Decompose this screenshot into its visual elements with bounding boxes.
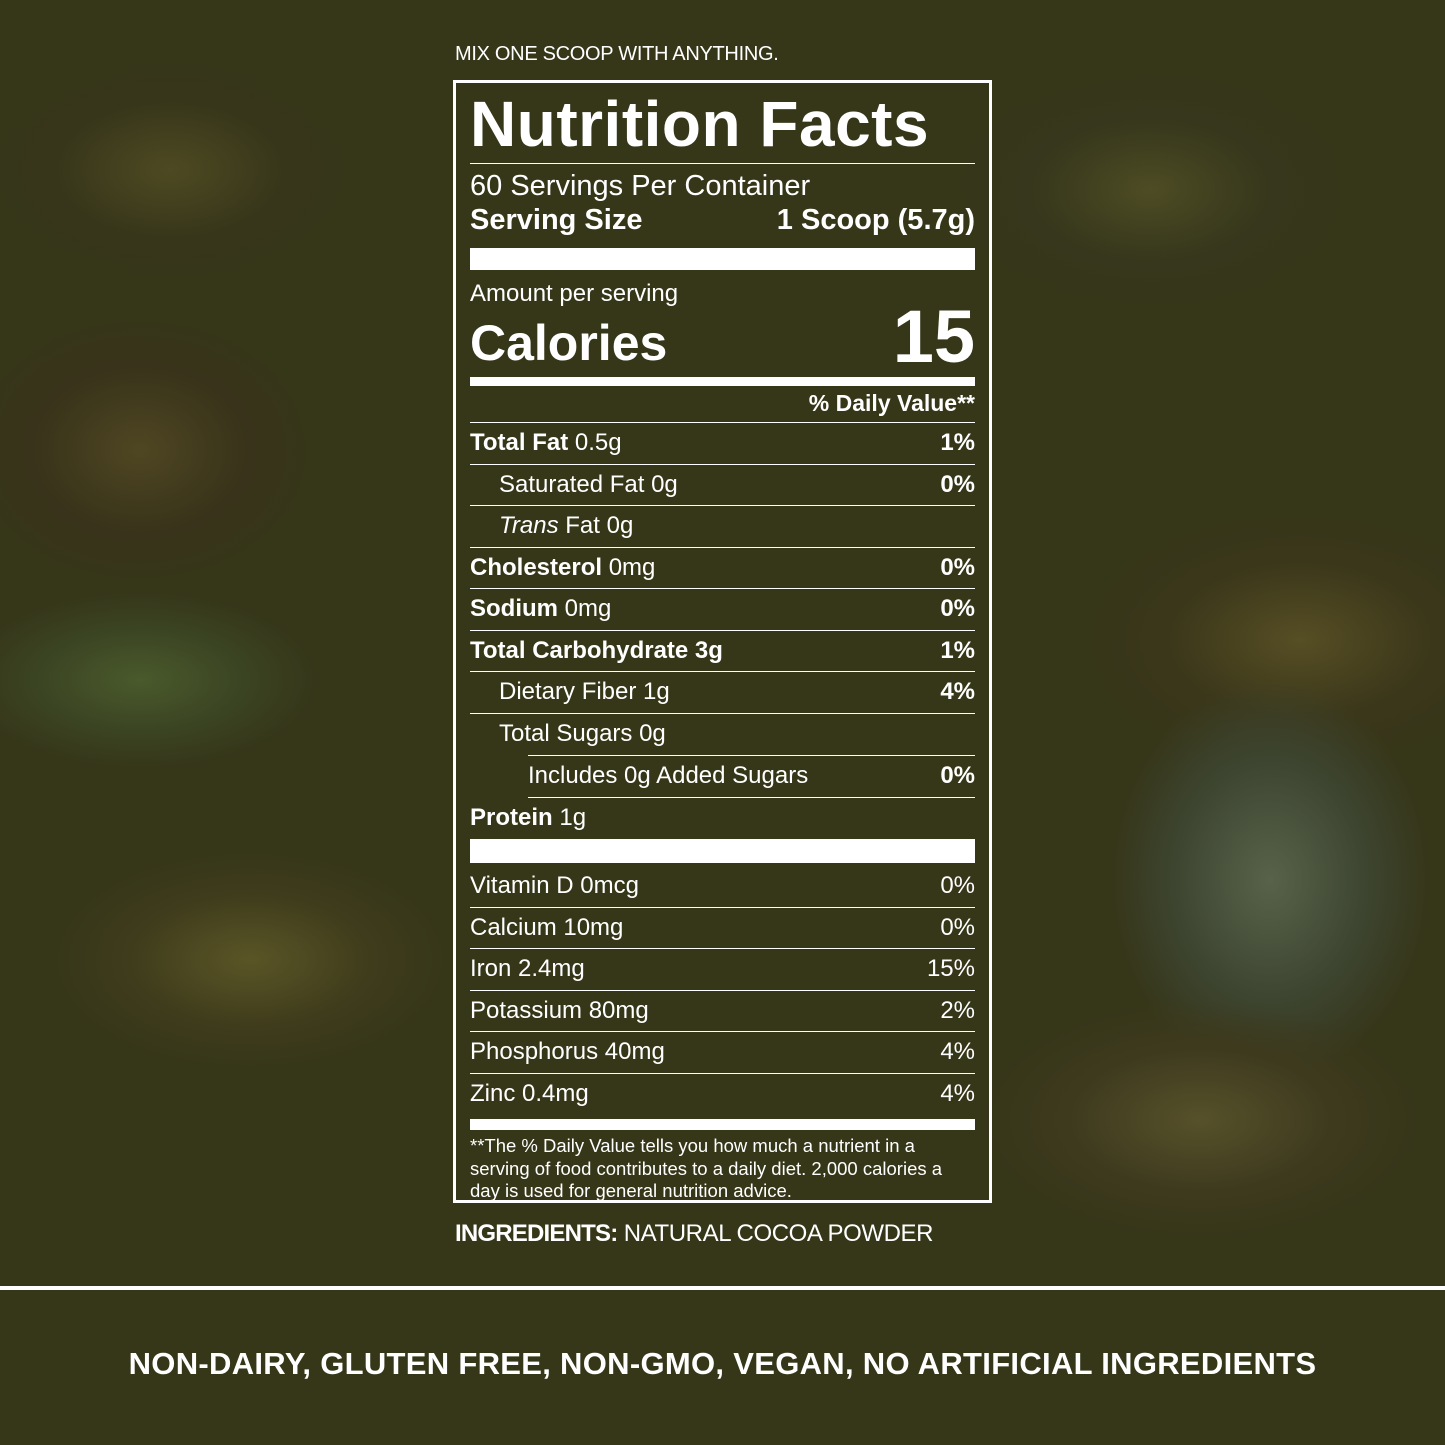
vitamin-row: Calcium 10mg 0% xyxy=(470,908,975,949)
nutrient-dv: 1% xyxy=(940,429,975,457)
vitamin-dv: 4% xyxy=(940,1080,975,1108)
nutrient-row: Saturated Fat 0g 0% xyxy=(470,465,975,506)
nutrient-name: Trans xyxy=(499,512,559,540)
vitamin-dv: 15% xyxy=(926,955,975,983)
nutrient-dv: 4% xyxy=(940,678,975,706)
vitamin-name: Iron 2.4mg xyxy=(470,955,585,983)
vitamin-name: Vitamin D 0mcg xyxy=(470,872,639,900)
nutrient-row: Total Carbohydrate 3g 1% xyxy=(470,631,975,672)
nutrient-row: Total Sugars 0g xyxy=(470,714,975,756)
thick-bar xyxy=(470,839,975,863)
nutrient-name: Protein xyxy=(470,804,553,832)
nutrient-row: Dietary Fiber 1g 4% xyxy=(470,672,975,714)
medium-bar xyxy=(470,377,975,386)
vitamin-name: Zinc 0.4mg xyxy=(470,1080,589,1108)
vitamin-name: Phosphorus 40mg xyxy=(470,1038,665,1066)
nutrient-name: Total Sugars 0g xyxy=(499,720,666,748)
nutrient-row: Sodium 0mg 0% xyxy=(470,589,975,631)
divider xyxy=(0,1286,1445,1290)
nutrient-row: Total Fat 0.5g 1% xyxy=(470,423,975,465)
nutrient-name: Total Fat xyxy=(470,429,569,457)
vitamin-dv: 4% xyxy=(940,1038,975,1066)
nutrient-row: Cholesterol 0mg 0% xyxy=(470,548,975,589)
nutrient-amount: 0mg xyxy=(564,595,612,623)
nutrient-label: Total Fat 0.5g xyxy=(470,429,622,457)
ingredients-value: NATURAL COCOA POWDER xyxy=(623,1220,934,1247)
ingredients-label: INGREDIENTS: xyxy=(455,1220,618,1247)
vitamin-row: Vitamin D 0mcg 0% xyxy=(470,866,975,908)
nutrient-amount: 1g xyxy=(559,804,587,832)
nutrient-name: Saturated Fat 0g xyxy=(499,470,678,498)
panel-title: Nutrition Facts xyxy=(470,88,930,160)
nutrient-label: Total Sugars 0g xyxy=(499,720,666,748)
nutrient-dv: 0% xyxy=(940,553,975,581)
tagline: MIX ONE SCOOP WITH ANYTHING. xyxy=(455,43,779,65)
vitamin-dv: 2% xyxy=(940,996,975,1024)
daily-value-header: % Daily Value** xyxy=(470,386,975,423)
divider xyxy=(470,163,975,164)
vitamin-dv: 0% xyxy=(940,872,975,900)
nutrient-name: Cholesterol xyxy=(470,553,603,581)
nutrition-facts-panel: Nutrition Facts 60 Servings Per Containe… xyxy=(453,80,992,1203)
vitamin-name: Calcium 10mg xyxy=(470,913,624,941)
calories-label: Calories xyxy=(470,315,668,371)
nutrient-label: Saturated Fat 0g xyxy=(499,471,678,499)
serving-size-value: 1 Scoop (5.7g) xyxy=(776,204,975,236)
nutrient-name: Sodium xyxy=(470,595,558,623)
nutrient-amount: 0.5g xyxy=(574,429,622,457)
nutrient-label: Cholesterol 0mg xyxy=(470,554,655,582)
nutrient-amount: Fat 0g xyxy=(565,512,634,540)
nutrient-label: Dietary Fiber 1g xyxy=(499,678,670,706)
vitamin-list: Vitamin D 0mcg 0% Calcium 10mg 0% Iron 2.4mg… xyxy=(470,866,975,1115)
nutrient-amount: 0mg xyxy=(608,553,656,581)
nutrient-row: Trans Fat 0g xyxy=(470,506,975,548)
nutrient-name: Dietary Fiber 1g xyxy=(499,678,670,706)
vitamin-name: Potassium 80mg xyxy=(470,996,649,1024)
vitamin-row: Iron 2.4mg 15% xyxy=(470,949,975,991)
vitamin-row: Phosphorus 40mg 4% xyxy=(470,1032,975,1074)
product-claims: NON-DAIRY, GLUTEN FREE, NON-GMO, VEGAN, … xyxy=(128,1346,1317,1381)
nutrient-dv: 0% xyxy=(940,762,975,790)
nutrient-dv: 1% xyxy=(940,636,975,664)
nutrient-label: Includes 0g Added Sugars xyxy=(528,762,808,790)
nutrient-row: Includes 0g Added Sugars 0% xyxy=(528,756,975,798)
nutrient-label: Protein 1g xyxy=(470,804,586,832)
thick-bar xyxy=(470,248,975,270)
vitamin-row: Zinc 0.4mg 4% xyxy=(470,1074,975,1116)
divider xyxy=(528,755,975,756)
nutrient-label: Sodium 0mg xyxy=(470,595,611,623)
nutrient-name: Includes 0g Added Sugars xyxy=(528,762,809,790)
ingredients: INGREDIENTS: NATURAL COCOA POWDER xyxy=(455,1220,933,1248)
calories-value: 15 xyxy=(892,295,975,378)
amount-per-serving: Amount per serving xyxy=(470,280,679,307)
nutrient-label: Total Carbohydrate 3g xyxy=(470,637,723,665)
footnote: **The % Daily Value tells you how much a… xyxy=(470,1135,943,1201)
medium-bar xyxy=(470,1119,975,1130)
nutrient-label: Trans Fat 0g xyxy=(499,512,633,540)
vitamin-row: Potassium 80mg 2% xyxy=(470,991,975,1032)
nutrient-name: Total Carbohydrate 3g xyxy=(470,636,723,664)
servings-per-container: 60 Servings Per Container xyxy=(470,170,811,202)
nutrient-dv: 0% xyxy=(940,470,975,498)
nutrient-list: Total Fat 0.5g 1% Saturated Fat 0g 0% Trans… xyxy=(470,423,975,839)
vitamin-dv: 0% xyxy=(940,913,975,941)
serving-size-label: Serving Size xyxy=(470,204,643,236)
serving-size-row: Serving Size 1 Scoop (5.7g) xyxy=(470,203,975,237)
nutrient-row: Protein 1g xyxy=(470,798,975,840)
calories-row: Calories 15 xyxy=(470,295,975,378)
nutrient-dv: 0% xyxy=(940,595,975,623)
